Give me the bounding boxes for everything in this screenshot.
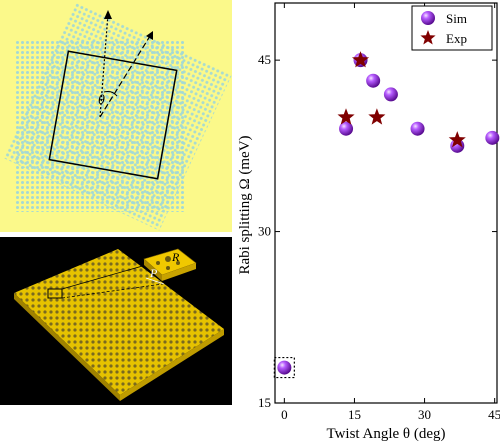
unit-cell-marker <box>47 288 63 299</box>
slab-surface <box>14 249 224 395</box>
label-P: P <box>149 266 158 280</box>
sim-point <box>410 121 425 136</box>
y-axis-title: Rabi splitting Ω (meV) <box>237 135 253 274</box>
legend-exp-marker <box>420 30 436 45</box>
sim-point <box>277 360 292 375</box>
zoom-line-1 <box>61 264 147 290</box>
x-tick-label: 0 <box>281 407 288 422</box>
legend-sim-label: Sim <box>446 11 467 26</box>
axis-arrow-1 <box>99 13 109 118</box>
legend-exp-label: Exp <box>446 31 467 46</box>
exp-point <box>337 108 355 125</box>
metasurface-3d-illustration: R P d <box>0 237 232 405</box>
inset-hole <box>165 256 171 262</box>
axis-arrow-2 <box>99 35 151 118</box>
axis-ticks <box>275 3 497 404</box>
exp-point <box>368 108 386 125</box>
angle-arc <box>103 91 118 97</box>
inset-hole <box>166 266 170 270</box>
angle-label: θ <box>98 93 105 108</box>
supercell-outline <box>48 50 178 180</box>
y-tick-label: 30 <box>258 224 271 239</box>
tick-labels: 0 15 30 45 15 30 45 <box>258 52 500 422</box>
exp-point <box>448 131 466 148</box>
twisted-lattice-illustration: θ <box>0 0 232 232</box>
sim-point <box>366 73 381 88</box>
y-tick-label: 45 <box>258 52 271 67</box>
x-tick-label: 45 <box>488 407 500 422</box>
lattice-layer-2 <box>3 2 232 231</box>
legend: Sim Exp <box>411 5 493 51</box>
arrow-head-2 <box>146 31 153 40</box>
sim-point <box>383 87 398 102</box>
rabi-splitting-chart: 0 15 30 45 15 30 45 Twist Angle θ (deg) Rabi s… <box>237 2 500 442</box>
unit-cell-inset-side-2 <box>162 263 196 281</box>
slab-edge-right <box>120 329 224 401</box>
y-tick-label: 15 <box>258 395 271 410</box>
inset-hole <box>156 261 160 265</box>
inset-hole <box>176 261 180 265</box>
dimension-P <box>145 277 165 285</box>
data-marks <box>277 51 500 375</box>
x-tick-label: 30 <box>418 407 431 422</box>
exp-point <box>352 51 370 68</box>
arrow-head-1 <box>104 10 112 19</box>
label-R: R <box>171 250 180 264</box>
x-axis-title: Twist Angle θ (deg) <box>326 426 445 442</box>
unit-cell-inset-side <box>144 259 162 281</box>
legend-sim-marker <box>421 11 435 25</box>
slab-edge-left <box>14 293 120 401</box>
x-tick-label: 15 <box>348 407 361 422</box>
sim-point <box>485 130 500 145</box>
sim-point <box>339 121 354 136</box>
label-d: d <box>198 262 204 274</box>
plot-frame <box>274 2 498 404</box>
